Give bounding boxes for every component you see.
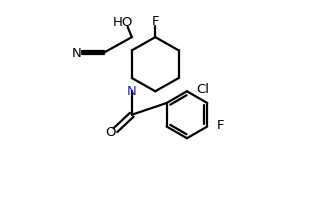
Text: O: O bbox=[105, 125, 116, 138]
Text: HO: HO bbox=[113, 16, 133, 29]
Text: N: N bbox=[127, 85, 137, 98]
Text: F: F bbox=[217, 118, 224, 131]
Text: F: F bbox=[152, 15, 159, 28]
Text: N: N bbox=[72, 47, 82, 60]
Text: Cl: Cl bbox=[197, 82, 210, 95]
